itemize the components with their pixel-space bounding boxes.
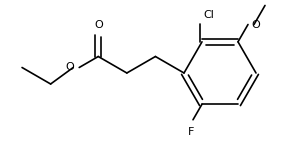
- Text: O: O: [65, 62, 74, 73]
- Text: Cl: Cl: [203, 10, 214, 20]
- Text: O: O: [251, 20, 260, 29]
- Text: O: O: [94, 20, 103, 29]
- Text: F: F: [188, 127, 194, 137]
